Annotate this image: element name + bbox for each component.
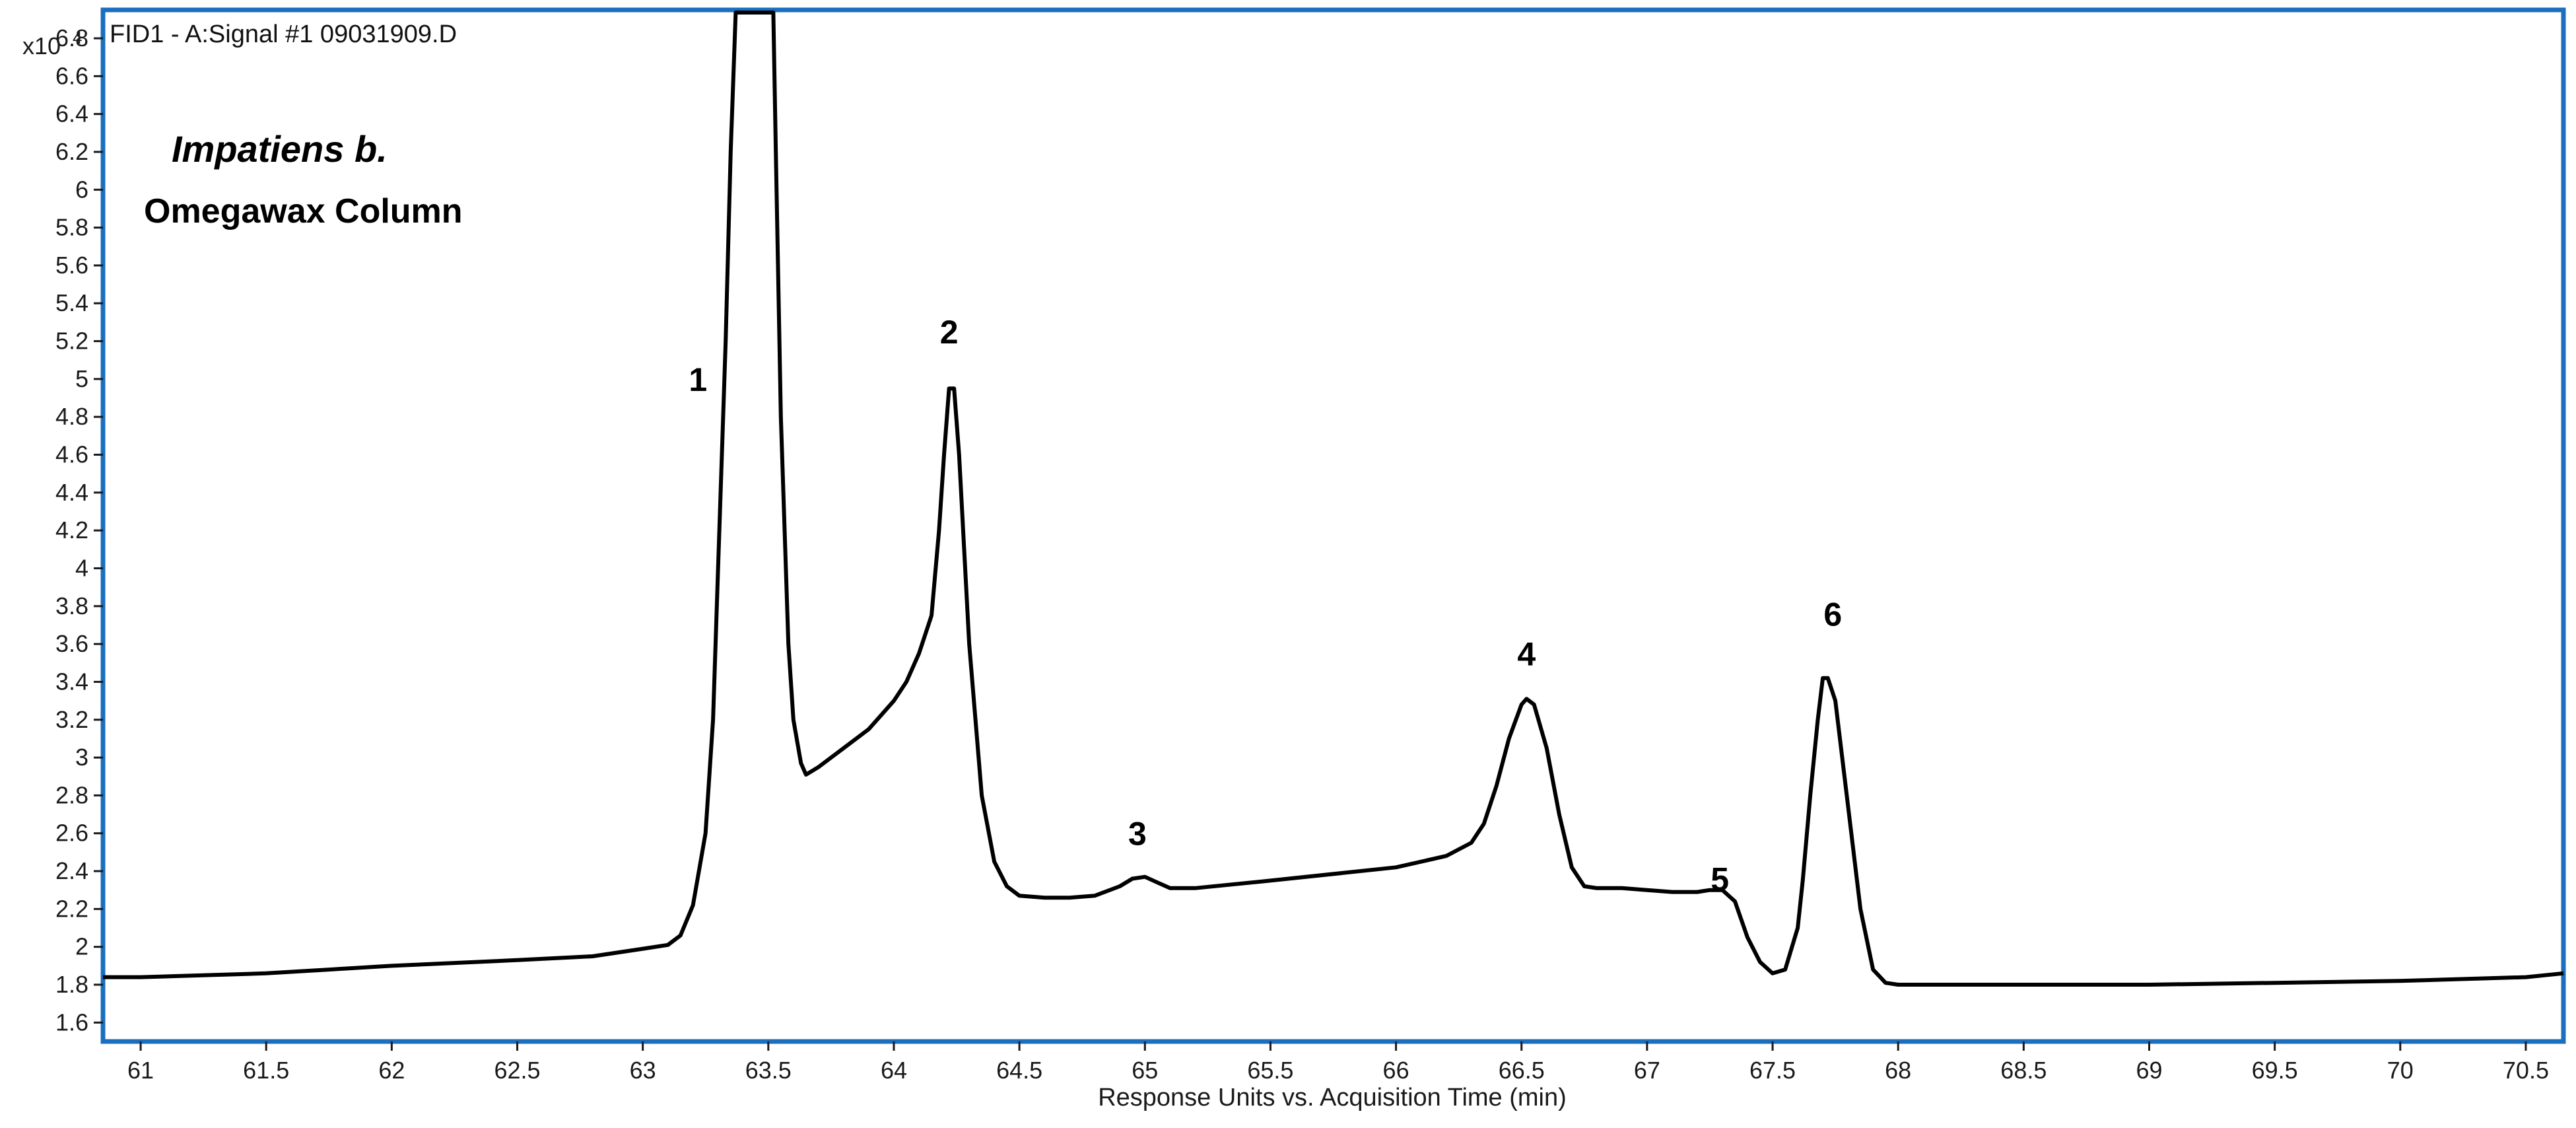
y-tick-label: 6.8 bbox=[55, 24, 88, 52]
x-tick-label: 63.5 bbox=[745, 1057, 792, 1084]
peak-label: 6 bbox=[1823, 596, 1842, 633]
y-multiplier: x10 bbox=[22, 32, 61, 59]
x-tick-label: 69 bbox=[2136, 1057, 2162, 1084]
peak-label: 1 bbox=[689, 361, 707, 398]
y-multiplier-exponent: 4 bbox=[73, 28, 82, 48]
x-tick-label: 67.5 bbox=[1749, 1057, 1796, 1084]
y-tick-label: 6 bbox=[75, 176, 88, 203]
y-axis: 1.6 1.8 2 2.2 2.4 2.6 2.8 3 3.2 3.4 3.6 3.8 4 4.2 4.4 4… bbox=[55, 24, 103, 1036]
y-tick-label: 4.2 bbox=[55, 516, 88, 544]
x-tick-label: 69.5 bbox=[2252, 1057, 2298, 1084]
y-tick-label: 3.2 bbox=[55, 706, 88, 733]
y-tick-label: 3.8 bbox=[55, 592, 88, 619]
x-tick-label: 61.5 bbox=[243, 1057, 289, 1084]
x-tick-label: 66.5 bbox=[1499, 1057, 1545, 1084]
y-tick-label: 5.8 bbox=[55, 214, 88, 241]
x-tick-label: 65.5 bbox=[1247, 1057, 1293, 1084]
y-tick-label: 2.8 bbox=[55, 781, 88, 808]
sample-annotation: Impatiens b. bbox=[172, 128, 388, 170]
x-tick-label: 67 bbox=[1634, 1057, 1660, 1084]
y-tick-label: 4.8 bbox=[55, 403, 88, 430]
plot-frame bbox=[100, 7, 2566, 1044]
y-tick-label: 4 bbox=[75, 554, 88, 581]
y-tick-label: 3.6 bbox=[55, 630, 88, 657]
signal-trace bbox=[103, 11, 2564, 987]
x-tick-label: 64 bbox=[881, 1057, 907, 1084]
y-tick-label: 1.6 bbox=[55, 1008, 88, 1036]
y-tick-label: 5.2 bbox=[55, 328, 88, 355]
signal-title: FID1 - A:Signal #1 09031909.D bbox=[110, 20, 457, 48]
peak-labels: 1 2 3 4 5 6 bbox=[689, 314, 1842, 898]
peak-label: 5 bbox=[1711, 861, 1729, 898]
x-tick-label: 62 bbox=[378, 1057, 405, 1084]
y-tick-label: 4.6 bbox=[55, 441, 88, 468]
peak-label: 3 bbox=[1128, 816, 1147, 853]
y-tick-label: 6.2 bbox=[55, 138, 88, 165]
column-annotation: Omegawax Column bbox=[144, 192, 463, 230]
peak-label: 4 bbox=[1517, 635, 1536, 672]
x-tick-label: 63 bbox=[630, 1057, 656, 1084]
y-tick-label: 3.4 bbox=[55, 668, 88, 695]
x-tick-label: 68 bbox=[1885, 1057, 1911, 1084]
x-axis: 61 61.5 62 62.5 63 63.5 64 64.5 65 65.5 66 66.5 67 67… bbox=[127, 1041, 2549, 1084]
x-tick-label: 70 bbox=[2387, 1057, 2414, 1084]
x-tick-label: 61 bbox=[127, 1057, 154, 1084]
y-tick-label: 2.6 bbox=[55, 820, 88, 847]
y-tick-label: 2 bbox=[75, 933, 88, 960]
x-tick-label: 66 bbox=[1383, 1057, 1409, 1084]
y-tick-label: 5 bbox=[75, 365, 88, 392]
x-axis-title: Response Units vs. Acquisition Time (min… bbox=[1098, 1084, 1567, 1111]
x-tick-label: 62.5 bbox=[494, 1057, 540, 1084]
y-tick-label: 2.2 bbox=[55, 895, 88, 922]
y-tick-label: 1.8 bbox=[55, 971, 88, 998]
x-tick-label: 68.5 bbox=[2000, 1057, 2047, 1084]
y-tick-label: 4.4 bbox=[55, 479, 88, 506]
y-tick-label: 2.4 bbox=[55, 857, 88, 884]
y-tick-label: 6.6 bbox=[55, 62, 88, 89]
y-tick-label: 6.4 bbox=[55, 100, 88, 127]
x-tick-label: 70.5 bbox=[2503, 1057, 2549, 1084]
y-tick-label: 5.4 bbox=[55, 289, 88, 316]
y-tick-label: 3 bbox=[75, 744, 88, 771]
x-tick-label: 64.5 bbox=[996, 1057, 1042, 1084]
peak-label: 2 bbox=[940, 314, 959, 351]
y-tick-label: 5.6 bbox=[55, 252, 88, 279]
x-tick-label: 65 bbox=[1132, 1057, 1158, 1084]
